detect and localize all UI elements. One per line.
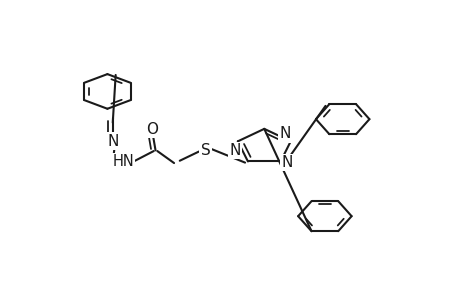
Text: O: O	[146, 122, 157, 137]
Text: S: S	[200, 143, 210, 158]
Text: N: N	[107, 134, 118, 148]
Text: N: N	[281, 155, 292, 170]
Text: N: N	[229, 143, 240, 158]
Text: N: N	[279, 126, 291, 141]
Text: HN: HN	[112, 154, 134, 169]
